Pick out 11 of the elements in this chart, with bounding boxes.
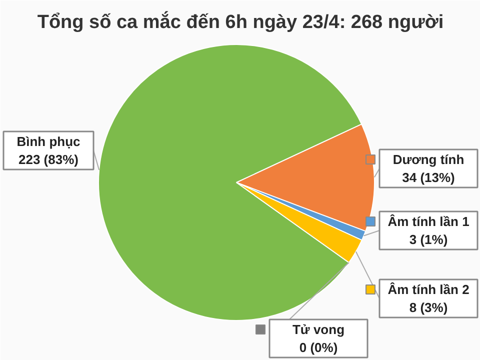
data-label: 3 (1%): [409, 232, 448, 247]
text: 0 (0%): [299, 340, 338, 355]
slice-label: Bình phục: [16, 134, 80, 149]
chart-title: Tổng số ca mắc đến 6h ngày 23/4: 268 người: [37, 11, 444, 33]
legend-label: Tử vong: [292, 322, 345, 337]
data-label: 8 (3%): [409, 300, 448, 315]
legend-label: Âm tính lần 1: [388, 214, 470, 229]
legend-label: Âm tính lần 2: [388, 282, 470, 297]
data-label: 223 (83%): [18, 152, 78, 167]
legend-label: Dương tính: [392, 152, 464, 167]
data-label: 34 (13%): [402, 170, 455, 185]
